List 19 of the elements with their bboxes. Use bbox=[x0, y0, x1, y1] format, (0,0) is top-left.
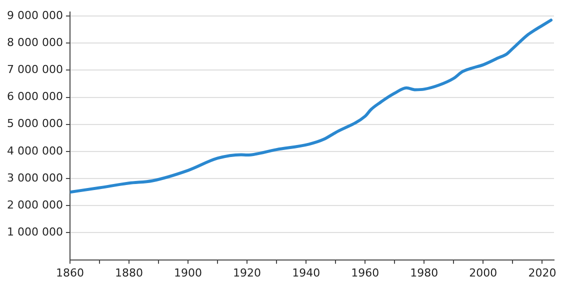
y-tick-label: 1 000 000 bbox=[7, 226, 63, 239]
x-tick-label: 1960 bbox=[351, 266, 380, 280]
line-series bbox=[70, 18, 553, 194]
y-tick-label: 6 000 000 bbox=[7, 90, 63, 104]
x-tick-label: 1900 bbox=[174, 266, 202, 280]
x-tick-label: 1920 bbox=[233, 266, 262, 280]
x-tick-label: 1980 bbox=[410, 266, 438, 280]
x-tick-label: 2000 bbox=[469, 266, 498, 280]
x-tick-label: 1940 bbox=[292, 266, 320, 280]
x-tick-label: 1880 bbox=[115, 266, 144, 280]
y-tick-label: 8 000 000 bbox=[7, 36, 63, 50]
y-tick-label: 7 000 000 bbox=[7, 63, 63, 76]
y-tick-label: 2 000 000 bbox=[7, 198, 63, 212]
y-tick-label: 3 000 000 bbox=[7, 171, 63, 184]
x-tick-label: 2020 bbox=[528, 266, 556, 280]
y-tick-label: 9 000 000 bbox=[7, 8, 63, 22]
x-tick-label: 1860 bbox=[56, 266, 84, 280]
y-tick-label: 4 000 000 bbox=[7, 144, 63, 158]
y-tick-label: 5 000 000 bbox=[7, 117, 63, 130]
